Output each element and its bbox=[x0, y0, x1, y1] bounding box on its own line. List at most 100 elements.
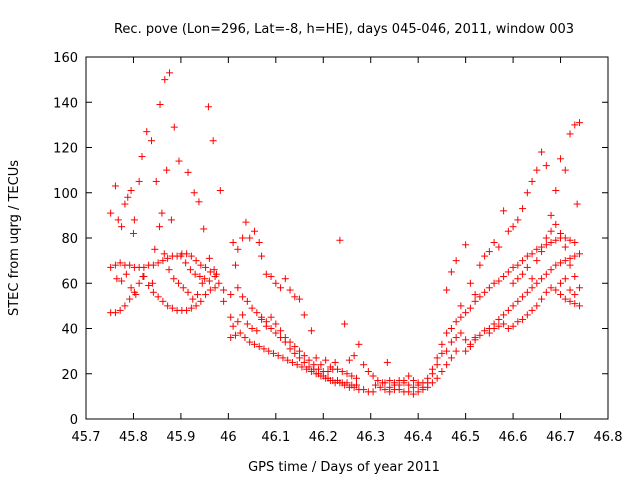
data-point bbox=[175, 279, 183, 287]
data-point bbox=[557, 229, 565, 237]
axes: 45.7 45.8 45.9 46 46.1 46.2 46.3 46.4 46.5 46.6 46… bbox=[53, 51, 622, 445]
data-point bbox=[476, 331, 484, 339]
data-point bbox=[341, 320, 349, 328]
data-point bbox=[234, 284, 242, 292]
data-point bbox=[376, 383, 384, 391]
data-point bbox=[118, 223, 126, 231]
data-point bbox=[519, 315, 527, 323]
data-point bbox=[118, 277, 126, 285]
data-point bbox=[293, 361, 301, 369]
data-point bbox=[355, 340, 363, 348]
data-point bbox=[571, 300, 579, 308]
data-point bbox=[307, 327, 315, 335]
data-point bbox=[286, 345, 294, 353]
data-point bbox=[447, 338, 455, 346]
data-point bbox=[127, 186, 135, 194]
data-point bbox=[428, 370, 436, 378]
x-axis-label: GPS time / Days of year 2011 bbox=[248, 460, 440, 475]
data-point bbox=[443, 329, 451, 337]
data-point bbox=[274, 352, 282, 360]
data-point bbox=[462, 309, 470, 317]
data-point bbox=[476, 293, 484, 301]
data-point bbox=[239, 293, 247, 301]
data-point bbox=[250, 340, 258, 348]
data-point bbox=[205, 254, 213, 262]
data-point bbox=[236, 329, 244, 337]
data-point bbox=[312, 354, 320, 362]
data-point bbox=[175, 157, 183, 165]
data-point bbox=[267, 272, 275, 280]
data-point bbox=[490, 325, 498, 332]
data-point bbox=[151, 245, 159, 253]
data-point bbox=[300, 311, 308, 319]
data-point bbox=[566, 236, 574, 244]
data-point bbox=[216, 186, 224, 194]
data-point bbox=[154, 259, 162, 267]
data-point bbox=[187, 304, 195, 312]
data-point bbox=[369, 372, 377, 380]
data-point bbox=[246, 338, 254, 346]
data-point bbox=[557, 259, 565, 267]
data-point bbox=[538, 295, 546, 303]
data-point bbox=[121, 302, 129, 310]
data-point bbox=[129, 229, 137, 237]
data-point bbox=[352, 381, 360, 389]
data-point bbox=[561, 234, 569, 242]
data-point bbox=[202, 263, 210, 271]
data-point bbox=[514, 216, 522, 224]
data-point bbox=[533, 245, 541, 253]
data-point bbox=[514, 261, 522, 269]
data-point bbox=[500, 207, 508, 215]
data-point bbox=[514, 318, 522, 326]
data-point bbox=[561, 166, 569, 174]
data-point bbox=[528, 250, 536, 258]
data-point bbox=[447, 268, 455, 276]
data-point bbox=[369, 388, 377, 396]
data-point bbox=[209, 137, 217, 145]
data-point bbox=[124, 193, 132, 201]
data-point bbox=[300, 358, 308, 366]
data-point bbox=[182, 259, 190, 267]
data-point bbox=[504, 268, 512, 276]
data-point bbox=[213, 270, 220, 278]
data-point bbox=[364, 367, 372, 375]
data-point bbox=[381, 379, 389, 387]
data-point bbox=[490, 279, 498, 287]
data-point bbox=[190, 189, 198, 197]
data-point bbox=[495, 322, 503, 330]
data-point bbox=[533, 257, 541, 265]
data-point bbox=[405, 381, 413, 389]
y-tick-label: 140 bbox=[53, 96, 78, 111]
data-point bbox=[138, 153, 146, 161]
data-point bbox=[443, 361, 451, 369]
data-point bbox=[126, 295, 134, 303]
data-point bbox=[433, 354, 441, 362]
data-point bbox=[424, 379, 432, 387]
data-point bbox=[504, 306, 512, 314]
data-point bbox=[156, 223, 164, 231]
data-point bbox=[194, 291, 202, 299]
data-point bbox=[184, 288, 192, 296]
data-point bbox=[220, 286, 228, 294]
data-point bbox=[248, 304, 256, 312]
y-tick-label: 80 bbox=[61, 232, 78, 247]
x-tick-label: 46.8 bbox=[594, 430, 623, 445]
data-point bbox=[561, 295, 569, 303]
data-point bbox=[576, 302, 584, 310]
data-point bbox=[504, 325, 512, 332]
data-point bbox=[305, 356, 313, 364]
data-point bbox=[260, 345, 268, 353]
data-point bbox=[571, 121, 579, 129]
data-point bbox=[111, 261, 119, 269]
y-axis-label: STEC from uqrg / TECUs bbox=[7, 160, 22, 316]
data-point bbox=[386, 377, 394, 385]
data-point bbox=[360, 361, 368, 369]
x-tick-label: 45.8 bbox=[119, 430, 148, 445]
data-point bbox=[166, 69, 174, 77]
data-point bbox=[135, 177, 143, 185]
data-point bbox=[409, 390, 417, 398]
data-point bbox=[164, 254, 172, 262]
data-point bbox=[202, 291, 210, 299]
data-point bbox=[227, 313, 235, 321]
data-point bbox=[170, 123, 178, 131]
